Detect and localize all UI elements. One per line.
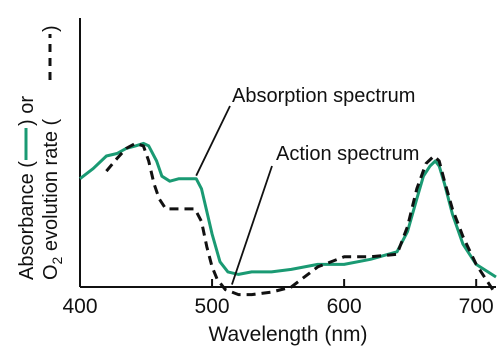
y-label-line1-a: Absorbance ( <box>16 161 38 280</box>
x-tick-label: 500 <box>195 295 230 318</box>
y-label-line2-sub: 2 <box>49 256 65 264</box>
series-layer <box>79 141 498 297</box>
svg-text:O2 evolution rate (: O2 evolution rate ( <box>40 118 65 280</box>
svg-text:): ) <box>40 25 62 32</box>
absorption-spectrum-label: Absorption spectrum <box>232 85 415 107</box>
y-label-line2-o: O <box>40 264 62 280</box>
svg-text:Absorbance (: Absorbance ( <box>16 161 38 280</box>
x-tick-label: 600 <box>327 295 362 318</box>
annotation-leaders <box>195 105 273 285</box>
x-ticks: 400 500 600 700 <box>62 279 494 318</box>
x-tick-label: 400 <box>62 295 97 318</box>
x-axis-label: Wavelength (nm) <box>208 323 367 346</box>
action-leader-line <box>231 165 273 285</box>
action-spectrum-line <box>105 141 498 297</box>
x-tick-label: 700 <box>459 295 494 318</box>
absorption-spectrum-line <box>79 141 497 279</box>
action-spectrum-label: Action spectrum <box>276 143 419 165</box>
y-axis-label: Absorbance ( ) or O2 evolution rate ( ) <box>16 25 65 280</box>
y-label-line2-b: evolution rate ( <box>40 118 62 256</box>
svg-text:) or: ) or <box>16 96 38 126</box>
y-label-line1-b: ) or <box>16 96 38 126</box>
y-label-line2-c: ) <box>40 25 62 32</box>
absorption-leader-line <box>195 105 231 177</box>
